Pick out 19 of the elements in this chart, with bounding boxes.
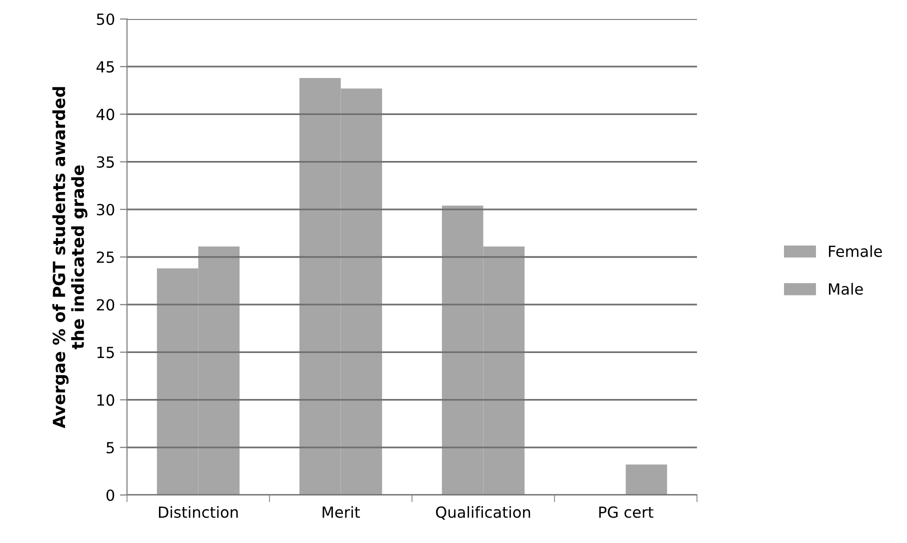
x-tick-label: PG cert: [599, 506, 654, 518]
y-tick-label: 30: [96, 204, 114, 216]
y-tick-label: 40: [96, 108, 114, 120]
y-tick-label: 25: [96, 251, 114, 264]
y-tick-label: 50: [96, 13, 114, 26]
y-tick-label: 35: [96, 156, 114, 168]
y-tick-label: 10: [97, 394, 114, 406]
legend-label: Female: [828, 245, 882, 258]
bar: [626, 464, 668, 495]
x-tick-label: Qualification: [436, 506, 530, 520]
y-tick-label: 5: [106, 442, 114, 454]
y-tick-label: 0: [106, 489, 114, 502]
y-axis-title: Avergae % of PGT students awarded the indicated grade: [52, 87, 88, 428]
y-tick-label: 15: [97, 346, 114, 358]
y-tick-label: 45: [96, 61, 114, 73]
x-tick-label: Distinction: [158, 506, 238, 518]
x-tick-label: Merit: [322, 506, 360, 518]
legend-label: Male: [828, 282, 863, 295]
y-tick-label: 20: [96, 299, 114, 311]
